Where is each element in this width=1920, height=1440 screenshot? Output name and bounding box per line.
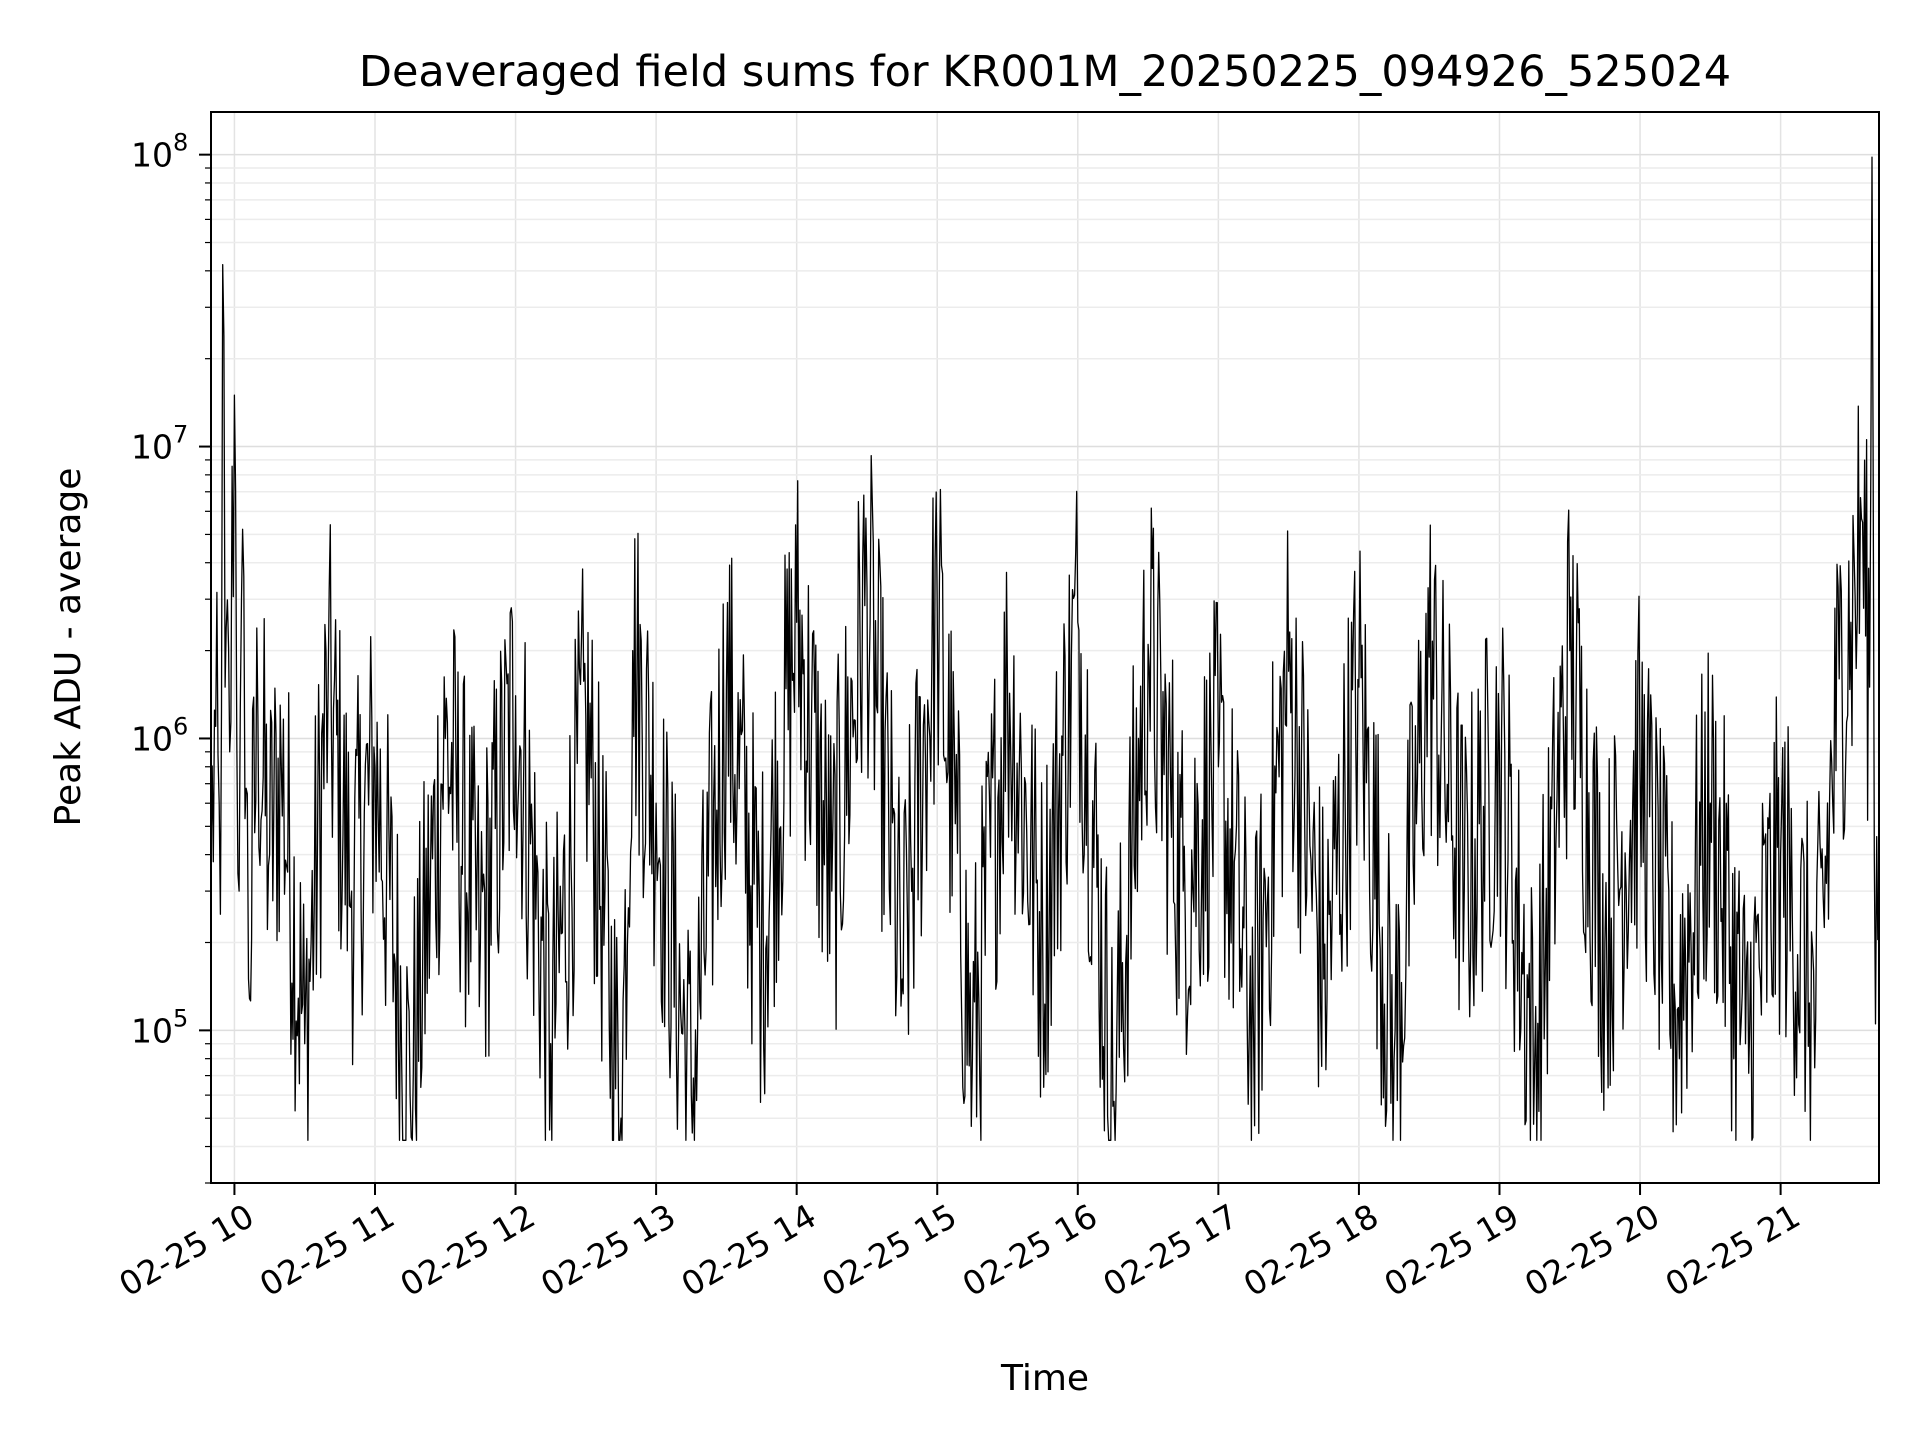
chart-title: Deaveraged field sums for KR001M_2025022… <box>359 47 1731 97</box>
y-tick-exponent: 6 <box>173 712 188 740</box>
x-tick-label: 02-25 16 <box>956 1196 1104 1304</box>
x-tick-label: 02-25 20 <box>1518 1196 1666 1304</box>
x-tick-label: 02-25 15 <box>815 1196 963 1304</box>
x-tick-label: 02-25 18 <box>1237 1196 1385 1304</box>
x-tick-label: 02-25 19 <box>1377 1196 1525 1304</box>
y-tick-base: 10 <box>131 136 173 175</box>
x-tick-label: 02-25 10 <box>112 1196 260 1304</box>
y-tick-base: 10 <box>131 719 173 758</box>
y-axis-label: Peak ADU - average <box>48 468 89 827</box>
x-tick-label: 02-25 14 <box>675 1196 823 1304</box>
y-tick-label: 10 <box>131 1011 173 1050</box>
x-tick-label: 02-25 11 <box>253 1196 401 1304</box>
plot-area <box>210 156 1880 1141</box>
x-axis-label: Time <box>1000 1358 1089 1399</box>
y-tick-exponent: 8 <box>173 129 188 157</box>
y-tick-label: 10 <box>131 136 173 175</box>
y-tick-base: 10 <box>131 428 173 467</box>
y-tick-exponent: 7 <box>173 421 188 449</box>
axes-frame <box>210 111 1880 1184</box>
y-tick-label: 10 <box>131 719 173 758</box>
y-tick-base: 10 <box>131 1011 173 1050</box>
y-tick-exponent: 5 <box>173 1004 188 1032</box>
x-tick-label: 02-25 21 <box>1659 1196 1807 1304</box>
x-tick-label: 02-25 17 <box>1096 1196 1244 1304</box>
x-tick-label: 02-25 13 <box>534 1196 682 1304</box>
y-tick-label: 10 <box>131 428 173 467</box>
series-line <box>210 156 1880 1141</box>
x-tick-label: 02-25 12 <box>394 1196 542 1304</box>
